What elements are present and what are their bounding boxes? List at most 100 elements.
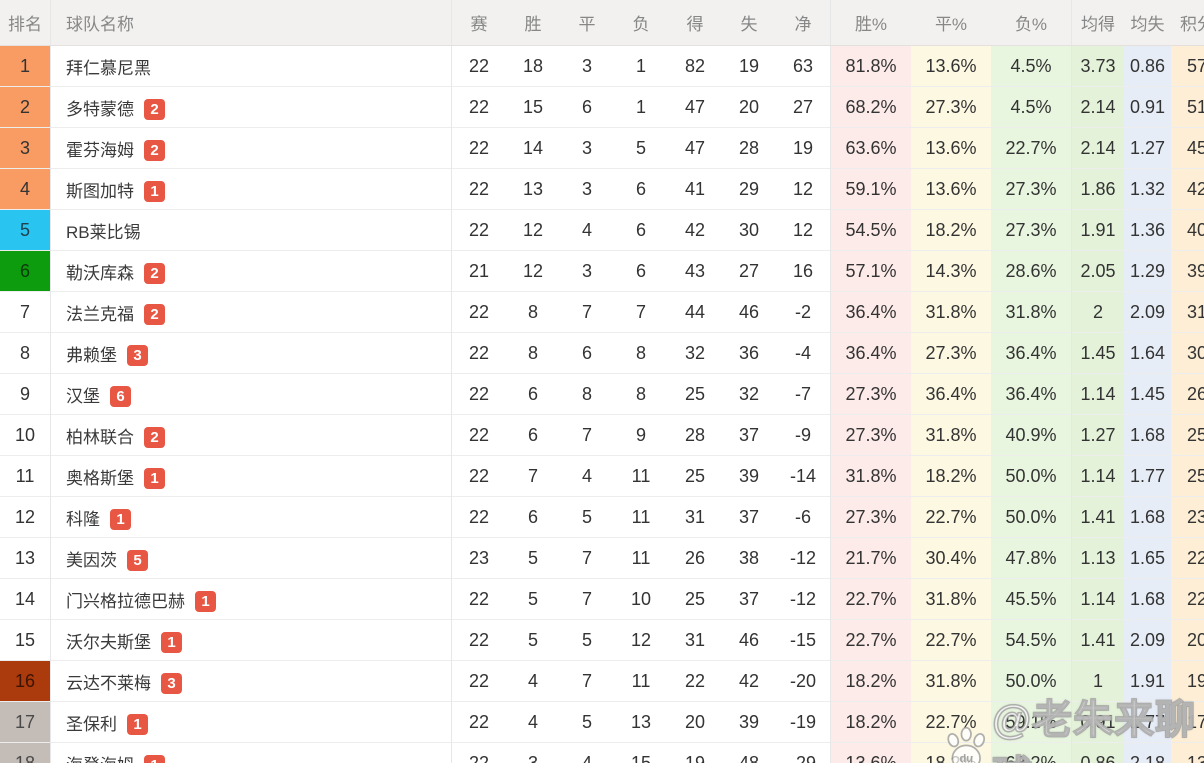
cell-points: 42 — [1171, 168, 1204, 210]
table-row[interactable]: 5 RB莱比锡 22 12 4 6 42 30 12 54.5% 18.2% 27.3% 1.91 1.3… — [0, 209, 1204, 251]
column-header-draw: 平 — [560, 0, 614, 46]
cell-draw: 5 — [581, 506, 592, 527]
cell-draw: 6 — [581, 96, 592, 117]
table-row[interactable]: 8 弗赖堡 3 22 8 6 8 32 36 -4 36.4% 27.3% 36.4% 1.45 1.64 3… — [0, 332, 1204, 374]
team-name: 云达不莱梅 — [66, 673, 151, 693]
team-badge: 3 — [127, 344, 148, 366]
cell-loss: 6 — [635, 178, 646, 199]
cell-gd: 12 — [776, 209, 831, 251]
cell-win: 6 — [527, 506, 538, 527]
team-badge: 1 — [110, 508, 131, 530]
table-row[interactable]: 18 海登海姆 1 22 3 4 15 19 48 -2913.6%18.2%68.2%0.862… — [0, 742, 1204, 763]
table-row[interactable]: 6 勒沃库森 2 21 12 3 6 43 27 16 57.1% 14.3% 28.6% 2.05 1.2… — [0, 250, 1204, 292]
cell-gd: 19 — [776, 127, 831, 169]
cell-loss: 1 — [635, 55, 646, 76]
cell-win: 14 — [522, 137, 544, 158]
cell-loss_pct: 68.2% — [991, 742, 1072, 763]
cell-loss_pct: 4.5% — [991, 86, 1072, 128]
cell-ga: 27 — [738, 260, 760, 281]
cell-points: 25 — [1171, 414, 1204, 456]
cell-played: 22 — [468, 752, 490, 763]
cell-win_pct: 21.7% — [830, 537, 911, 579]
cell-avg_ga: 0.86 — [1124, 45, 1171, 87]
team-badge: 2 — [144, 98, 165, 120]
cell-draw_pct: 22.7% — [911, 496, 991, 538]
cell-win: 15 — [522, 96, 544, 117]
team-cell: 多特蒙德 2 — [50, 86, 452, 128]
cell-loss: 8 — [635, 383, 646, 404]
team-cell: 沃尔夫斯堡 1 — [50, 619, 452, 661]
cell-draw: 7 — [581, 588, 592, 609]
cell-avg_gf: 0.91 — [1071, 701, 1124, 743]
cell-ga: 46 — [738, 629, 760, 650]
team-name: 斯图加特 — [66, 181, 134, 201]
cell-points: 26 — [1171, 373, 1204, 415]
cell-avg_gf: 1.86 — [1071, 168, 1124, 210]
cell-win: 3 — [527, 752, 538, 763]
rank-cell: 4 — [0, 168, 51, 210]
cell-gf: 32 — [684, 342, 706, 363]
table-row[interactable]: 3 霍芬海姆 2 22 14 3 5 47 28 19 63.6% 13.6% 22.7% 2.14 1.2… — [0, 127, 1204, 169]
table-row[interactable]: 14 门兴格拉德巴赫 1 22 5 7 10 25 37 -12 22.7% 31.8% 45.5% 1.… — [0, 578, 1204, 620]
cell-draw: 7 — [581, 547, 592, 568]
cell-played: 22 — [468, 588, 490, 609]
cell-win_pct: 13.6% — [830, 742, 911, 763]
team-badge: 2 — [144, 262, 165, 284]
cell-loss: 10 — [630, 588, 652, 609]
team-name: 海登海姆 — [66, 756, 134, 763]
table-row[interactable]: 13 美因茨 5 23 5 7 11 26 38 -12 21.7% 30.4% 47.8% 1.13 1.… — [0, 537, 1204, 579]
table-row[interactable]: 10 柏林联合 2 22 6 7 9 28 37 -9 27.3% 31.8% 40.9% 1.27 1.6… — [0, 414, 1204, 456]
team-badge: 5 — [127, 549, 148, 571]
cell-gd: -6 — [776, 496, 831, 538]
cell-win_pct: 22.7% — [830, 619, 911, 661]
team-name: 弗赖堡 — [66, 345, 117, 365]
table-row[interactable]: 16 云达不莱梅 3 22 4 7 11 22 42 -20 18.2% 31.8% 50.0% 1 1.9… — [0, 660, 1204, 702]
table-row[interactable]: 2 多特蒙德 2 22 15 6 1 47 20 27 68.2% 27.3% 4.5% 2.14 0.91… — [0, 86, 1204, 128]
column-header-ga: 失 — [722, 0, 776, 46]
cell-gf: 26 — [684, 547, 706, 568]
team-name: 科隆 — [66, 509, 100, 529]
rank-cell: 10 — [0, 414, 51, 456]
table-row[interactable]: 1 拜仁慕尼黑 22 18 3 1 82 19 63 81.8% 13.6% 4.5% 3.73 0.86… — [0, 45, 1204, 87]
cell-played: 22 — [468, 178, 490, 199]
cell-avg_gf: 1 — [1071, 660, 1124, 702]
cell-loss: 11 — [631, 465, 651, 486]
rank-cell: 7 — [0, 291, 51, 333]
cell-gd: -12 — [776, 578, 831, 620]
cell-loss: 12 — [630, 629, 652, 650]
team-cell: 科隆 1 — [50, 496, 452, 538]
team-name: 奥格斯堡 — [66, 468, 134, 488]
cell-avg_ga: 1.68 — [1124, 496, 1171, 538]
cell-draw: 3 — [581, 55, 592, 76]
team-name: RB莱比锡 — [66, 222, 141, 242]
table-row[interactable]: 12 科隆 1 22 6 5 11 31 37 -6 27.3% 22.7% 50.0% 1.41 1.68… — [0, 496, 1204, 538]
table-row[interactable]: 17 圣保利 1 22 4 5 13 20 39 -19 18.2% 22.7% 59.1% 0.91 1.… — [0, 701, 1204, 743]
rank-cell: 14 — [0, 578, 51, 620]
cell-win_pct: 22.7% — [830, 578, 911, 620]
cell-gd: 27 — [776, 86, 831, 128]
cell-draw: 7 — [581, 301, 592, 322]
cell-avg_ga: 1.64 — [1124, 332, 1171, 374]
cell-avg_gf: 0.86 — [1071, 742, 1124, 763]
cell-gd: -9 — [776, 414, 831, 456]
cell-ga: 37 — [738, 506, 760, 527]
cell-gf: 47 — [684, 96, 706, 117]
rank-cell: 15 — [0, 619, 51, 661]
cell-loss_pct: 22.7% — [991, 127, 1072, 169]
cell-draw_pct: 13.6% — [911, 45, 991, 87]
column-header-loss: 负 — [614, 0, 668, 46]
cell-points: 30 — [1171, 332, 1204, 374]
team-badge: 1 — [144, 467, 165, 489]
table-row[interactable]: 4 斯图加特 1 22 13 3 6 41 29 12 59.1% 13.6% 27.3% 1.86 1.3… — [0, 168, 1204, 210]
table-row[interactable]: 11 奥格斯堡 1 22 7 4 11 25 39 -14 31.8% 18.2% 50.0% 1.14 1… — [0, 455, 1204, 497]
team-name: 勒沃库森 — [66, 263, 134, 283]
cell-ga: 39 — [738, 465, 760, 486]
table-row[interactable]: 15 沃尔夫斯堡 1 22 5 5 12 31 46 -15 22.7% 22.7% 54.5% 1.41… — [0, 619, 1204, 661]
cell-loss: 15 — [630, 752, 652, 763]
cell-played: 22 — [468, 424, 490, 445]
team-cell: 海登海姆 1 — [50, 742, 452, 763]
cell-draw: 3 — [581, 260, 592, 281]
team-name: 门兴格拉德巴赫 — [66, 591, 185, 611]
